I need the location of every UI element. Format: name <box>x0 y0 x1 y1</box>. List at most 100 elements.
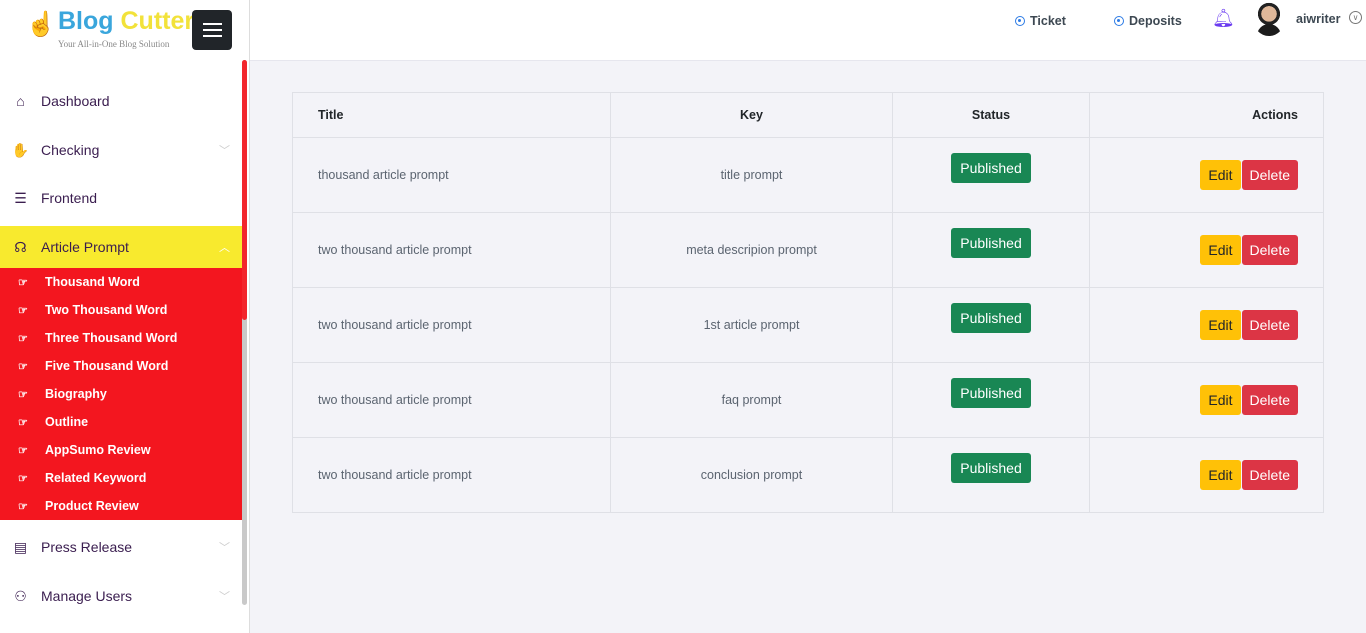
submenu-item-related-keyword[interactable]: ☞ Related Keyword <box>0 464 242 492</box>
edit-button[interactable]: Edit <box>1200 235 1241 265</box>
edit-button[interactable]: Edit <box>1200 160 1241 190</box>
sidebar-item-dashboard[interactable]: ⌂ Dashboard <box>0 80 242 122</box>
edit-button[interactable]: Edit <box>1200 460 1241 490</box>
hand-point-icon: ☞ <box>18 304 28 317</box>
submenu-label: Product Review <box>45 499 139 513</box>
chevron-up-icon: ︿ <box>219 242 230 254</box>
table-row: thousand article prompt title prompt Pub… <box>292 137 1324 213</box>
table-row: two thousand article prompt conclusion p… <box>292 437 1324 513</box>
delete-button[interactable]: Delete <box>1241 160 1298 190</box>
cell-title: two thousand article prompt <box>292 437 611 513</box>
cell-title: thousand article prompt <box>292 137 611 213</box>
brand-tagline: Your All-in-One Blog Solution <box>58 39 170 49</box>
avatar[interactable] <box>1253 2 1285 36</box>
hand-point-icon: ☞ <box>18 388 28 401</box>
cell-title: two thousand article prompt <box>292 362 611 438</box>
delete-button[interactable]: Delete <box>1241 235 1298 265</box>
deposits-label: Deposits <box>1129 14 1182 28</box>
cell-title: two thousand article prompt <box>292 287 611 363</box>
article-prompt-submenu: ☞ Thousand Word ☞ Two Thousand Word ☞ Three… <box>0 268 242 520</box>
edit-button[interactable]: Edit <box>1200 385 1241 415</box>
column-header-key: Key <box>610 92 893 138</box>
cell-status: Published <box>892 137 1090 213</box>
submenu-item-three-thousand-word[interactable]: ☞ Three Thousand Word <box>0 324 242 352</box>
submenu-item-outline[interactable]: ☞ Outline <box>0 408 242 436</box>
submenu-item-appsumo-review[interactable]: ☞ AppSumo Review <box>0 436 242 464</box>
status-badge: Published <box>951 228 1031 258</box>
bell-icon[interactable]: 🔔︎ <box>1212 8 1235 28</box>
hand-point-icon: ☞ <box>18 500 28 513</box>
delete-button[interactable]: Delete <box>1241 385 1298 415</box>
chevron-down-icon[interactable]: ∨ <box>1349 11 1362 24</box>
cell-status: Published <box>892 362 1090 438</box>
cell-status: Published <box>892 437 1090 513</box>
cell-key: faq prompt <box>610 362 893 438</box>
submenu-label: Five Thousand Word <box>45 359 169 373</box>
logo[interactable]: ☝ Blog Cutter Your All-in-One Blog Solut… <box>26 8 194 52</box>
submenu-label: Thousand Word <box>45 275 140 289</box>
hand-point-icon: ☞ <box>18 276 28 289</box>
newspaper-icon: ▤ <box>13 538 28 555</box>
scrollbar-thumb[interactable] <box>242 60 247 320</box>
sidebar-item-frontend[interactable]: ☰ Frontend <box>0 177 242 219</box>
cell-title: two thousand article prompt <box>292 212 611 288</box>
hand-point-icon: ☞ <box>18 332 28 345</box>
sidebar-item-label: Article Prompt <box>41 239 129 255</box>
cell-key: 1st article prompt <box>610 287 893 363</box>
article-icon: ☊ <box>14 238 27 255</box>
cell-actions: Edit Delete <box>1089 212 1324 288</box>
deposits-link[interactable]: Deposits <box>1114 14 1182 28</box>
table-row: two thousand article prompt 1st article … <box>292 287 1324 363</box>
cell-actions: Edit Delete <box>1089 362 1324 438</box>
brand-name-yellow: Cutter <box>120 7 195 35</box>
submenu-item-thousand-word[interactable]: ☞ Thousand Word <box>0 268 242 296</box>
ticket-link[interactable]: Ticket <box>1015 14 1066 28</box>
users-icon: ⚇ <box>14 587 27 604</box>
submenu-item-biography[interactable]: ☞ Biography <box>0 380 242 408</box>
submenu-item-five-thousand-word[interactable]: ☞ Five Thousand Word <box>0 352 242 380</box>
hand-point-icon: ☞ <box>18 416 28 429</box>
cell-key: title prompt <box>610 137 893 213</box>
cell-key: conclusion prompt <box>610 437 893 513</box>
cell-actions: Edit Delete <box>1089 287 1324 363</box>
ticket-label: Ticket <box>1030 14 1066 28</box>
delete-button[interactable]: Delete <box>1241 460 1298 490</box>
submenu-item-two-thousand-word[interactable]: ☞ Two Thousand Word <box>0 296 242 324</box>
hand-icon: ✋ <box>11 141 30 158</box>
edit-button[interactable]: Edit <box>1200 310 1241 340</box>
sidebar-item-label: Press Release <box>41 539 133 555</box>
submenu-item-product-review[interactable]: ☞ Product Review <box>0 492 242 520</box>
cell-key: meta descripion prompt <box>610 212 893 288</box>
submenu-label: Biography <box>45 387 107 401</box>
table-row: two thousand article prompt faq prompt P… <box>292 362 1324 438</box>
top-header: Ticket Deposits 🔔︎ aiwriter ∨ <box>250 0 1366 61</box>
hand-point-icon: ☞ <box>18 360 28 373</box>
sidebar-item-article-prompt[interactable]: ☊ Article Prompt ︿ <box>0 226 242 268</box>
status-badge: Published <box>951 153 1031 183</box>
username[interactable]: aiwriter <box>1296 12 1341 26</box>
column-header-status: Status <box>892 92 1090 138</box>
sidebar-scrollbar[interactable] <box>242 60 247 605</box>
delete-button[interactable]: Delete <box>1241 310 1298 340</box>
chevron-down-icon: ﹀ <box>219 145 230 157</box>
sidebar-item-checking[interactable]: ✋ Checking ﹀ <box>0 129 242 171</box>
table-row: two thousand article prompt meta descrip… <box>292 212 1324 288</box>
submenu-label: Two Thousand Word <box>45 303 168 317</box>
status-badge: Published <box>951 453 1031 483</box>
sidebar-item-label: Checking <box>41 142 100 158</box>
cell-actions: Edit Delete <box>1089 137 1324 213</box>
cell-status: Published <box>892 212 1090 288</box>
dot-circle-icon <box>1114 16 1124 26</box>
submenu-label: Outline <box>45 415 89 429</box>
submenu-label: AppSumo Review <box>45 443 151 457</box>
sidebar-item-manage-users[interactable]: ⚇ Manage Users ﹀ <box>0 575 242 617</box>
submenu-label: Three Thousand Word <box>45 331 178 345</box>
menu-toggle-button[interactable] <box>192 10 232 50</box>
cell-status: Published <box>892 287 1090 363</box>
frontend-icon: ☰ <box>14 189 27 206</box>
status-badge: Published <box>951 378 1031 408</box>
submenu-label: Related Keyword <box>45 471 147 485</box>
pointer-hand-icon: ☝ <box>26 11 56 38</box>
sidebar-item-press-release[interactable]: ▤ Press Release ﹀ <box>0 526 242 568</box>
prompts-table: Title Key Status Actions thousand articl… <box>292 92 1324 513</box>
